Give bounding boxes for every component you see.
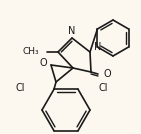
Text: Cl: Cl	[98, 83, 108, 93]
Text: N: N	[68, 26, 76, 36]
Text: O: O	[103, 69, 111, 79]
Text: O: O	[39, 58, 47, 68]
Text: N: N	[94, 42, 102, 52]
Text: CH₃: CH₃	[22, 46, 39, 55]
Text: Cl: Cl	[15, 83, 25, 93]
